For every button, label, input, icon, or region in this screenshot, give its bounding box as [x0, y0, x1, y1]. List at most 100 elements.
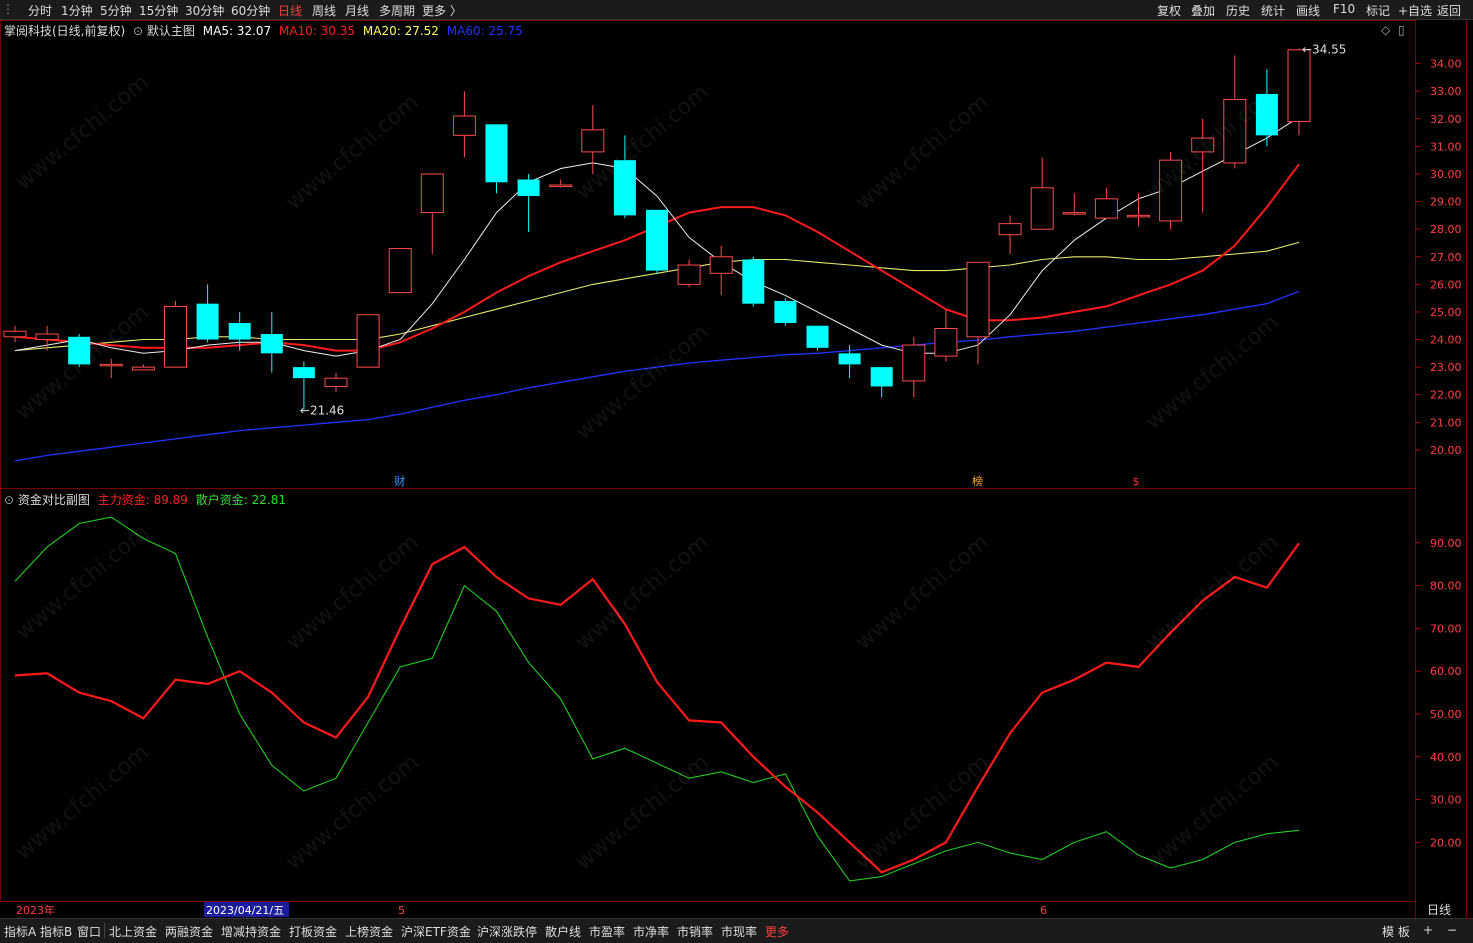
candle	[1062, 193, 1086, 216]
candle-body	[99, 363, 123, 367]
overlay-button[interactable]: 叠加	[1191, 4, 1216, 18]
candle-body	[164, 305, 187, 368]
kline-chart[interactable]: ←34.55 ←21.46 34.00 33.00 32.00 31.00 30.00 29.…	[0, 0, 1473, 918]
candle	[838, 345, 861, 379]
sub-tick-label: 40.00	[1430, 751, 1462, 764]
candle-body	[806, 325, 829, 348]
tab-limit-board-funds[interactable]: 打板资金	[289, 925, 338, 939]
price-tick-label: 30.00	[1430, 168, 1462, 181]
candle	[581, 104, 605, 174]
retail-funds-label: 散户资金: 22.81	[195, 493, 286, 507]
candle-body	[774, 300, 797, 323]
ma5-label: MA5: 32.07	[202, 24, 272, 38]
candle-body	[1030, 187, 1054, 230]
candle	[870, 367, 893, 398]
zoom-out-button[interactable]: −	[1447, 923, 1458, 937]
period-tab-5min[interactable]: 5分钟	[100, 4, 132, 18]
x-axis-year-label: 2023年	[16, 903, 55, 917]
price-tick-label: 27.00	[1430, 251, 1462, 264]
period-tab-分时[interactable]: 分时	[28, 4, 53, 18]
period-tab-daily[interactable]: 日线	[278, 4, 303, 18]
restore-rights-button[interactable]: 复权	[1157, 4, 1182, 18]
sub-tick-label: 30.00	[1430, 794, 1462, 807]
candle-body	[1062, 212, 1086, 215]
diamond-icon[interactable]: ◇	[1381, 23, 1391, 37]
candle-body	[870, 367, 893, 387]
draw-line-button[interactable]: 画线	[1296, 4, 1321, 18]
sub-collapse-icon[interactable]: ⊙	[4, 493, 15, 507]
history-button[interactable]: 历史	[1226, 4, 1251, 18]
period-tab-1min[interactable]: 1分钟	[61, 4, 93, 18]
sub-chart-name[interactable]: 资金对比副图	[17, 493, 90, 507]
candle	[228, 311, 251, 351]
tab-limit-up-down[interactable]: 沪深涨跌停	[477, 925, 538, 939]
back-button[interactable]: 返回	[1437, 4, 1462, 18]
period-tab-15min[interactable]: 15分钟	[139, 4, 179, 18]
add-watchlist-button[interactable]: +自选	[1398, 4, 1433, 18]
tab-pb-ratio[interactable]: 市净率	[633, 925, 670, 939]
tab-top-list-funds[interactable]: 上榜资金	[345, 925, 394, 939]
tab-pcf-ratio[interactable]: 市现率	[721, 925, 758, 939]
template-button[interactable]: 模 板	[1382, 925, 1410, 939]
candle-body	[131, 366, 155, 371]
period-tab-60min[interactable]: 60分钟	[231, 4, 271, 18]
candle-body	[1127, 214, 1150, 218]
candle	[902, 336, 926, 398]
price-tick-label: 32.00	[1430, 113, 1462, 126]
candle-body	[966, 261, 990, 338]
candle	[99, 358, 123, 379]
candle-body	[613, 160, 636, 216]
price-tick-label: 24.00	[1430, 334, 1462, 347]
period-tab-multi[interactable]: 多周期	[379, 4, 416, 18]
low-price-label: ←21.46	[300, 404, 344, 418]
tab-northbound-funds[interactable]: 北上资金	[109, 925, 158, 939]
candle-body	[646, 209, 668, 271]
indicator-name[interactable]: 默认主图	[146, 24, 195, 38]
period-tab-monthly[interactable]: 月线	[345, 4, 370, 18]
tab-pe-ratio[interactable]: 市盈率	[589, 925, 626, 939]
period-tab-weekly[interactable]: 周线	[312, 4, 337, 18]
tab-margin-funds[interactable]: 两融资金	[165, 925, 214, 939]
candle-body	[196, 303, 219, 340]
candle	[452, 91, 476, 158]
sub-tick-label: 80.00	[1430, 580, 1462, 593]
tab-more[interactable]: 更多	[765, 925, 790, 939]
candle-body	[998, 223, 1022, 236]
candle	[420, 173, 444, 254]
candle	[3, 325, 27, 343]
tab-holding-change-funds[interactable]: 增减持资金	[221, 925, 282, 939]
price-tick-label: 28.00	[1430, 223, 1462, 236]
candle-body	[420, 173, 444, 214]
sub-tick-label: 60.00	[1430, 665, 1462, 678]
candle-body	[1094, 198, 1118, 219]
stats-button[interactable]: 统计	[1261, 4, 1286, 18]
candle	[549, 179, 573, 188]
bottom-tab-bar: 指标A 指标B 窗口 北上资金 两融资金 增减持资金 打板资金 上榜资金 沪深E…	[0, 918, 1473, 943]
tab-indicator-a[interactable]: 指标A	[4, 925, 37, 939]
candle	[485, 124, 508, 194]
tab-window[interactable]: 窗口	[77, 925, 102, 939]
mark-button[interactable]: 标记	[1366, 4, 1391, 18]
zoom-in-button[interactable]: +	[1423, 923, 1434, 937]
tab-indicator-b[interactable]: 指标B	[40, 925, 73, 939]
price-tick-label: 26.00	[1430, 278, 1462, 291]
period-tab-30min[interactable]: 30分钟	[185, 4, 225, 18]
tab-divider	[104, 923, 105, 938]
main-funds-line	[14, 542, 1300, 874]
panel-toggle-icon[interactable]: ▯	[1398, 23, 1405, 37]
price-tick-label: 20.00	[1430, 444, 1462, 457]
f10-button[interactable]: F10	[1333, 2, 1356, 16]
tab-etf-funds[interactable]: 沪深ETF资金	[401, 925, 471, 939]
candle-body	[517, 179, 540, 197]
price-tick-label: 34.00	[1430, 58, 1462, 71]
period-tab-more[interactable]: 更多 〉	[422, 4, 462, 18]
candle-body	[1191, 137, 1215, 153]
ma20-label: MA20: 27.52	[362, 24, 439, 38]
candle-body	[934, 328, 958, 357]
tab-ps-ratio[interactable]: 市销率	[677, 925, 714, 939]
candle	[966, 261, 990, 365]
sub-panel-frame	[0, 488, 1416, 902]
candle	[131, 364, 155, 371]
collapse-icon[interactable]: ⊙	[133, 24, 144, 38]
tab-retail-line[interactable]: 散户线	[545, 925, 582, 939]
